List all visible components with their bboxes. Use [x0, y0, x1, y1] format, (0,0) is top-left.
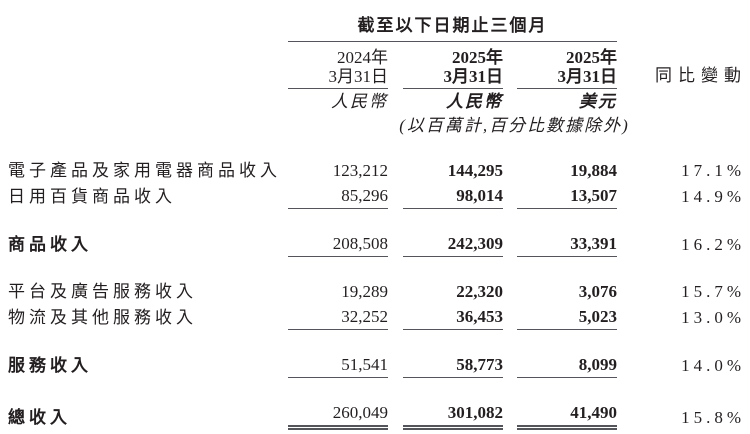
value-yoy: 14.9%	[681, 187, 745, 206]
column-year: 2024年	[337, 48, 388, 67]
value-2025-rmb: 58,773	[403, 352, 503, 378]
currency-label-usd-2025: 美元	[579, 92, 617, 111]
column-date: 3月31日	[328, 67, 389, 86]
row-platform-advertising-revenue: 平台及廣告服務收入 19,289 22,320 3,076 15.7%	[8, 279, 741, 304]
value-2024: 260,049	[288, 400, 388, 430]
table-header-dates-row: 2024年 3月31日 2025年 3月31日 2025年 3月31日 同比變動	[8, 42, 741, 89]
row-total-revenue: 總收入 260,049 301,082 41,490 15.8%	[8, 400, 741, 430]
column-header-2025-usd: 2025年 3月31日	[517, 42, 617, 89]
row-logistics-other-services-revenue: 物流及其他服務收入 32,252 36,453 5,023 13.0%	[8, 304, 741, 330]
row-label: 商品收入	[8, 235, 92, 254]
value-2025-usd: 41,490	[517, 400, 617, 430]
row-label: 總收入	[8, 408, 71, 427]
value-2025-rmb: 22,320	[456, 282, 503, 301]
value-2025-usd: 33,391	[517, 231, 617, 257]
column-header-yoy: 同比變動	[655, 66, 747, 85]
value-2025-usd: 8,099	[517, 352, 617, 378]
value-2025-usd: 13,507	[517, 183, 617, 209]
value-2025-usd: 3,076	[578, 282, 617, 301]
row-label: 日用百貨商品收入	[8, 187, 176, 206]
value-2024: 123,212	[332, 161, 388, 180]
row-label: 物流及其他服務收入	[8, 308, 197, 327]
table-header-period-row: 截至以下日期止三個月	[8, 14, 741, 42]
row-electronics-home-appliance-revenue: 電子產品及家用電器商品收入 123,212 144,295 19,884 17.…	[8, 158, 741, 183]
value-yoy: 15.7%	[681, 282, 745, 301]
value-yoy: 13.0%	[681, 308, 745, 327]
row-merchandise-revenue-subtotal: 商品收入 208,508 242,309 33,391 16.2%	[8, 231, 741, 257]
column-year: 2025年	[566, 48, 617, 67]
period-header: 截至以下日期止三個月	[288, 14, 617, 42]
value-yoy: 17.1%	[681, 161, 745, 180]
column-year: 2025年	[452, 48, 503, 67]
currency-label-rmb-2024: 人民幣	[331, 92, 388, 111]
row-service-revenue-subtotal: 服務收入 51,541 58,773 8,099 14.0%	[8, 352, 741, 378]
table-header-currency-row: 人民幣 人民幣 美元	[8, 89, 741, 113]
value-2025-rmb: 301,082	[403, 400, 503, 430]
value-2024: 32,252	[288, 304, 388, 330]
row-general-merchandise-revenue: 日用百貨商品收入 85,296 98,014 13,507 14.9%	[8, 183, 741, 209]
row-label: 電子產品及家用電器商品收入	[8, 161, 281, 180]
value-2024: 51,541	[288, 352, 388, 378]
value-yoy: 15.8%	[681, 408, 745, 427]
currency-label-rmb-2025: 人民幣	[446, 92, 503, 111]
value-2025-usd: 5,023	[517, 304, 617, 330]
value-2025-rmb: 98,014	[403, 183, 503, 209]
value-2024: 19,289	[341, 282, 388, 301]
value-yoy: 14.0%	[681, 356, 745, 375]
value-2025-usd: 19,884	[570, 161, 617, 180]
column-header-2025-rmb: 2025年 3月31日	[403, 42, 503, 89]
value-2025-rmb: 242,309	[403, 231, 503, 257]
row-label: 服務收入	[8, 356, 92, 375]
column-date: 3月31日	[443, 67, 504, 86]
value-yoy: 16.2%	[681, 235, 745, 254]
value-2025-rmb: 144,295	[447, 161, 503, 180]
value-2024: 85,296	[288, 183, 388, 209]
value-2024: 208,508	[288, 231, 388, 257]
column-header-2024-rmb: 2024年 3月31日	[288, 42, 388, 89]
table-header-note-row: (以百萬計,百分比數據除外)	[8, 113, 741, 136]
row-label: 平台及廣告服務收入	[8, 282, 197, 301]
unit-note: (以百萬計,百分比數據除外)	[399, 116, 630, 135]
value-2025-rmb: 36,453	[403, 304, 503, 330]
column-date: 3月31日	[557, 67, 618, 86]
